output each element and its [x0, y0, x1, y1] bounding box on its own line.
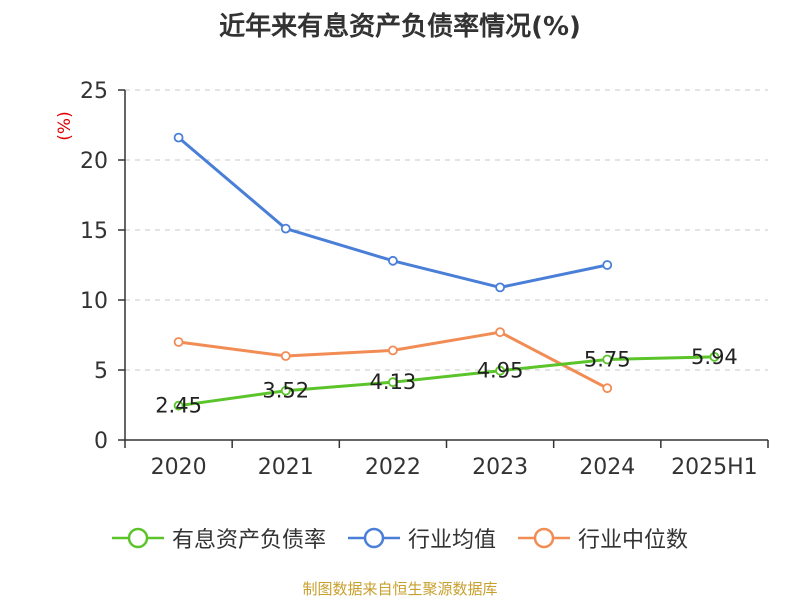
x-tick-label: 2022: [365, 455, 421, 480]
legend-symbol: [347, 527, 400, 549]
data-point: [280, 385, 291, 396]
grid-lines: [125, 89, 768, 371]
source-note: 制图数据来自恒生聚源数据库: [302, 580, 498, 598]
data-point: [173, 132, 184, 143]
data-point: [388, 345, 398, 356]
data-label: 4.95: [477, 359, 524, 383]
legend-label: 有息资产负债率: [171, 528, 326, 553]
x-tick-label: 2020: [151, 455, 207, 480]
data-point: [495, 327, 505, 338]
data-labels: 2.45 3.52 4.13 4.95 5.75 5.94: [155, 345, 738, 418]
data-label: 5.94: [691, 345, 738, 369]
data-point: [388, 377, 398, 388]
data-point: [495, 365, 505, 376]
legend-item[interactable]: 有息资产负债率: [111, 522, 326, 554]
series-lines: [173, 132, 720, 411]
y-axis-label: (%): [55, 111, 75, 140]
legend-item[interactable]: 行业中位数: [518, 522, 688, 554]
chart-title: 近年来有息资产负债率情况(%): [219, 12, 581, 42]
x-tick-label: 2025H1: [671, 455, 758, 480]
legend-marker: [533, 527, 555, 549]
data-point: [280, 223, 291, 234]
data-point: [388, 255, 398, 266]
y-tick-label: 5: [94, 359, 108, 384]
data-point: [173, 337, 184, 347]
legend-symbol: [518, 527, 570, 549]
data-point: [173, 400, 184, 411]
x-tick-label: 2024: [579, 455, 635, 480]
axes: 0 5 10 15 20 25 2020 2021 2022 2023 2024 2025H1: [80, 79, 769, 480]
data-label: 5.75: [584, 348, 631, 372]
x-tick-label: 2021: [258, 455, 314, 480]
data-label: 4.13: [370, 370, 417, 394]
series-line-0: [178, 355, 715, 408]
data-point: [280, 351, 291, 361]
data-point: [495, 282, 505, 293]
y-tick-label: 25: [80, 79, 108, 104]
data-point: [709, 351, 720, 362]
y-tick-label: 10: [80, 289, 108, 314]
legend-label: 行业中位数: [578, 528, 689, 553]
data-label: 2.45: [155, 394, 202, 418]
y-tick-label: 15: [80, 219, 108, 244]
line-chart: 0 5 10 15 20 25 2020 2021 2022 2023 2024 2025H1 (%)…: [55, 79, 769, 480]
legend-item[interactable]: 行业均值: [347, 522, 496, 554]
y-tick-label: 20: [80, 149, 108, 174]
data-point: [602, 260, 613, 270]
y-tick-label: 0: [94, 429, 108, 454]
data-label: 3.52: [262, 379, 309, 403]
x-tick-label: 2023: [472, 455, 528, 480]
legend: 有息资产负债率 行业均值 行业中位数: [0, 518, 800, 558]
legend-marker: [127, 527, 149, 549]
data-point: [602, 354, 613, 365]
data-point: [602, 383, 613, 394]
legend-symbol: [111, 527, 164, 549]
legend-label: 行业均值: [407, 528, 496, 553]
legend-marker: [363, 527, 385, 549]
